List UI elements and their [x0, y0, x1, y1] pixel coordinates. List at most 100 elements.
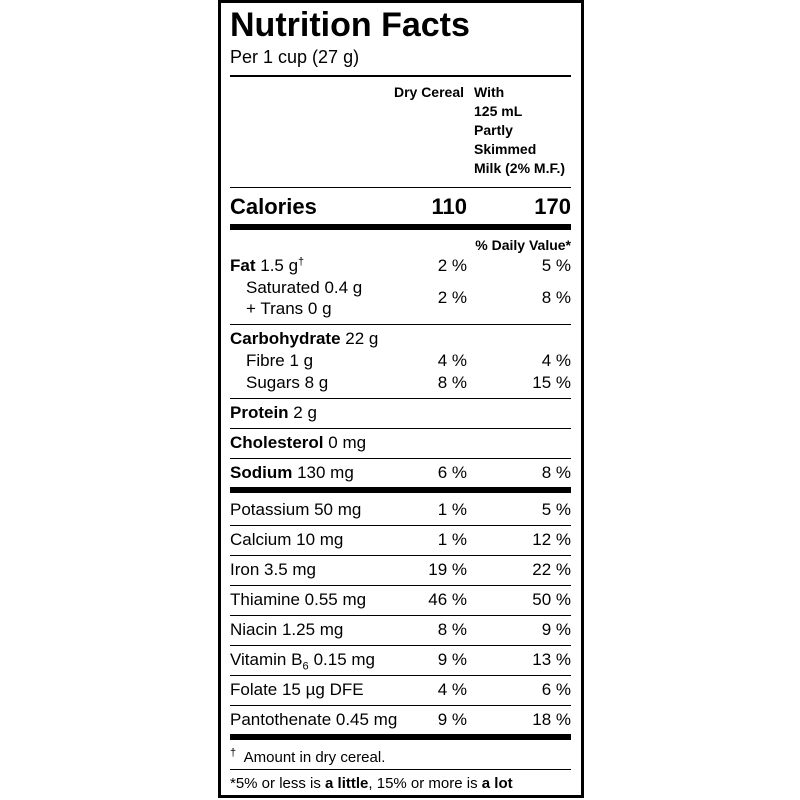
nutrient-label: Folate 15 µg DFE [230, 680, 364, 699]
rule [230, 398, 571, 399]
rule [230, 615, 571, 616]
calories-milk: 170 [534, 194, 571, 219]
amount: 2 g [293, 403, 317, 422]
nutrient-name: Thiamine 0.55 mg [230, 590, 366, 610]
rule [230, 324, 571, 325]
nutrient-name: Sugars 8 g [246, 373, 329, 392]
rule [230, 487, 571, 493]
serving: Per 1 cup (27 g) [230, 47, 360, 67]
note-mark: † [298, 256, 305, 268]
legend-text: *5% or less is [230, 775, 321, 792]
rule [230, 675, 571, 676]
column-header: Dry Cereal [393, 84, 464, 100]
nutrient-name: Pantothenate 0.45 mg [230, 710, 397, 730]
amount: 130 mg [297, 463, 354, 482]
legend-text: , 15% or more is [368, 775, 478, 792]
nutrient-name: Saturated 0.4 g [246, 278, 363, 297]
nutrient-name: Potassium 50 mg [230, 500, 361, 520]
dv-dry: 2 % [437, 256, 467, 275]
dv-milk: 6 % [541, 680, 571, 699]
rule [230, 224, 571, 230]
carbohydrate-row: Carbohydrate 22 g [230, 329, 378, 349]
nutrient-label: Pantothenate 0.45 mg [230, 710, 398, 729]
label-border [218, 0, 584, 798]
dv-dry: 8 % [437, 373, 467, 392]
nutrient-label: Thiamine 0.55 mg [230, 590, 367, 609]
dv-dry: 2 % [437, 288, 467, 307]
nutrient-name: Fibre 1 g [246, 351, 314, 370]
dv-milk: 9 % [541, 620, 571, 639]
dv-milk: 50 % [532, 590, 571, 609]
dv-dry: 4 % [437, 351, 467, 370]
footnote-text: Amount in dry cereal. [243, 749, 386, 766]
dv-dry: 4 % [437, 680, 467, 699]
rule [230, 525, 571, 526]
amount: 0 mg [328, 433, 367, 452]
dv-milk: 8 % [541, 288, 571, 307]
calories-dry: 110 [431, 194, 468, 219]
legend-bold: a lot [481, 775, 513, 792]
dv-milk: 22 % [532, 560, 571, 579]
column-header-line: Skimmed [474, 141, 537, 157]
dv-dry: 8 % [437, 620, 467, 639]
column-header: With 125 mL Partly Skimmed Milk (2% M.F.) [474, 83, 565, 178]
dv-dry: 19 % [428, 560, 467, 579]
dv-dry: 1 % [437, 500, 467, 519]
nutrient-label: Calcium 10 mg [230, 530, 344, 549]
protein-row: Protein 2 g [230, 403, 317, 423]
calories-label: Calories [230, 194, 317, 219]
rule [230, 585, 571, 586]
dv-milk: 18 % [532, 710, 571, 729]
dv-dry: 9 % [437, 650, 467, 669]
rule [230, 645, 571, 646]
rule [230, 734, 571, 740]
dv-milk: 13 % [532, 650, 571, 669]
legend-bold: a little [325, 775, 369, 792]
fat-row: Fat 1.5 g† [230, 256, 304, 276]
dv-milk: 5 % [541, 256, 571, 275]
dv-milk: 15 % [532, 373, 571, 392]
amount: 0.15 mg [313, 650, 376, 669]
dv-milk: 12 % [532, 530, 571, 549]
footnote: † Amount in dry cereal. [230, 748, 385, 768]
cholesterol-row: Cholesterol 0 mg [230, 433, 366, 453]
nutrient-name: Vitamin B6 0.15 mg [230, 650, 376, 673]
column-header-line: Partly [474, 122, 513, 138]
dv-milk: 4 % [541, 351, 571, 370]
note-mark: † [230, 747, 237, 759]
rule [230, 769, 571, 770]
dv-dry: 9 % [437, 710, 467, 729]
nutrient-name: + Trans 0 g [246, 299, 332, 318]
dv-dry: 1 % [437, 530, 467, 549]
subscript: 6 [302, 660, 309, 673]
daily-value-header: % Daily Value* [475, 237, 571, 253]
nutrient-label: Potassium 50 mg [230, 500, 362, 519]
nutrient-label: Niacin 1.25 mg [230, 620, 344, 639]
rule [230, 428, 571, 429]
nutrient-label: Iron 3.5 mg [230, 560, 316, 579]
column-header-line: 125 mL [474, 103, 523, 119]
amount: 22 g [345, 329, 379, 348]
dv-milk: 5 % [541, 500, 571, 519]
rule [230, 705, 571, 706]
rule [230, 458, 571, 459]
rule [230, 75, 571, 77]
column-header-line: With [474, 84, 505, 100]
nutrient-name: Fat [230, 256, 256, 275]
nutrient-name: Niacin 1.25 mg [230, 620, 343, 640]
legend: *5% or less is a little, 15% or more is … [230, 774, 513, 794]
rule [230, 187, 571, 188]
nutrient-name: Sodium [230, 463, 293, 482]
rule [230, 555, 571, 556]
nutrient-name: Iron 3.5 mg [230, 560, 316, 580]
nutrient-name: Folate 15 µg DFE [230, 680, 364, 700]
amount: 1.5 g [260, 256, 299, 275]
dv-milk: 8 % [541, 463, 571, 482]
nutrient-name: Calcium 10 mg [230, 530, 343, 550]
sodium-row: Sodium 130 mg [230, 463, 354, 483]
nutrient-name: Cholesterol [230, 433, 324, 452]
title: Nutrition Facts [230, 6, 470, 44]
nutrient-label: Vitamin B [230, 650, 303, 669]
dv-dry: 6 % [437, 463, 467, 482]
